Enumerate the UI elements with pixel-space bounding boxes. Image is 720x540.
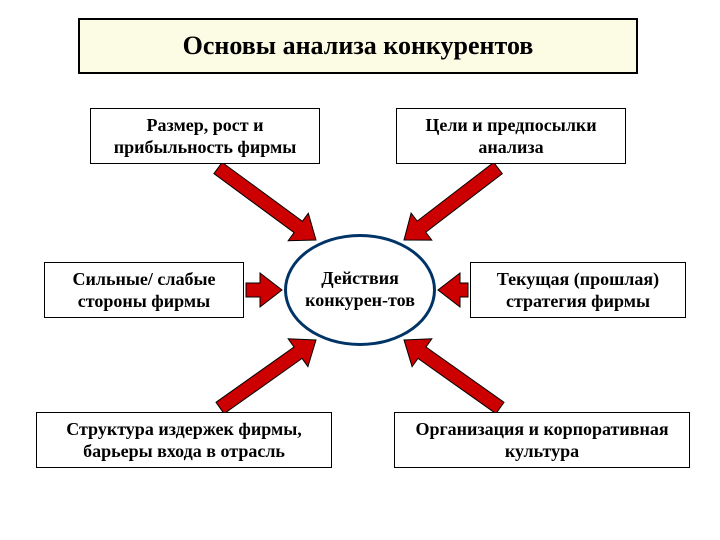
box-bot-left-text: Структура издержек фирмы, барьеры входа …	[47, 418, 321, 463]
box-mid-right: Текущая (прошлая) стратегия фирмы	[470, 262, 686, 318]
arrow-mid_left	[246, 273, 282, 307]
diagram-title-text: Основы анализа конкурентов	[183, 31, 534, 61]
arrow-bot_left	[216, 339, 316, 414]
diagram-title: Основы анализа конкурентов	[78, 18, 638, 74]
box-top-left-text: Размер, рост и прибыльность фирмы	[101, 114, 309, 159]
arrow-top_right	[404, 162, 502, 240]
box-bot-right: Организация и корпоративная культура	[394, 412, 690, 468]
box-mid-left-text: Сильные/ слабые стороны фирмы	[55, 268, 233, 313]
center-ellipse: Действия конкурен-тов	[284, 234, 436, 346]
arrow-bot_right	[404, 339, 504, 414]
box-top-left: Размер, рост и прибыльность фирмы	[90, 108, 320, 164]
arrow-mid_right	[438, 273, 468, 307]
box-top-right: Цели и предпосылки анализа	[396, 108, 626, 164]
center-text: Действия конкурен-тов	[287, 268, 433, 311]
center-node: Действия конкурен-тов	[284, 234, 436, 346]
arrow-top_left	[214, 162, 316, 240]
box-mid-left: Сильные/ слабые стороны фирмы	[44, 262, 244, 318]
box-top-right-text: Цели и предпосылки анализа	[407, 114, 615, 159]
box-bot-left: Структура издержек фирмы, барьеры входа …	[36, 412, 332, 468]
box-bot-right-text: Организация и корпоративная культура	[405, 418, 679, 463]
box-mid-right-text: Текущая (прошлая) стратегия фирмы	[481, 268, 675, 313]
